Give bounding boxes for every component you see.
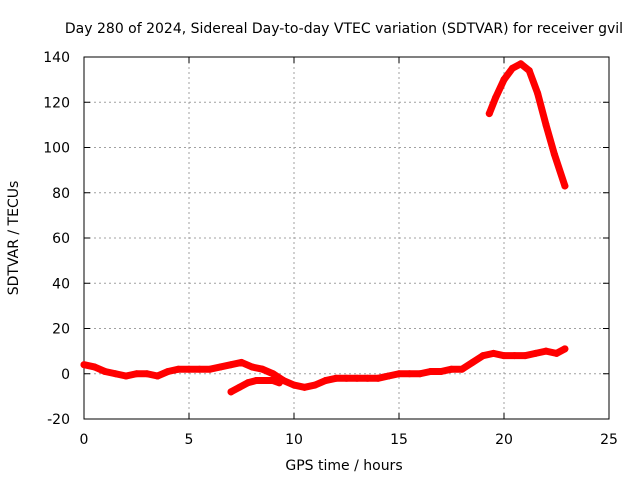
data-point	[227, 388, 235, 396]
data-point	[290, 381, 298, 389]
chart-title: Day 280 of 2024, Sidereal Day-to-day VTE…	[65, 21, 623, 37]
data-point	[500, 76, 508, 84]
series-peak-track	[485, 60, 569, 190]
data-point	[534, 89, 542, 97]
x-tick-label: 5	[185, 432, 194, 448]
data-point	[244, 379, 252, 387]
x-axis: 0 5 10 15 20 25	[80, 57, 618, 448]
y-tick-label: 140	[43, 50, 70, 66]
series-main-track	[80, 345, 569, 391]
data-point	[269, 377, 277, 385]
data-point	[561, 182, 569, 190]
x-tick-label: 25	[600, 432, 618, 448]
data-point	[80, 361, 88, 369]
data-point	[532, 349, 539, 357]
data-point	[133, 370, 140, 378]
y-axis-title: SDTVAR / TECUs	[6, 181, 22, 296]
data-point	[185, 365, 193, 373]
data-point	[122, 372, 130, 380]
data-point	[275, 379, 283, 387]
data-point	[542, 347, 550, 355]
y-tick-label: 20	[52, 322, 70, 338]
data-point	[332, 374, 340, 382]
data-point	[217, 363, 224, 371]
data-point	[206, 365, 214, 373]
data-point	[259, 365, 266, 373]
series-secondary-track	[227, 377, 283, 396]
data-point	[437, 367, 445, 375]
x-tick-label: 15	[390, 432, 408, 448]
data-point	[508, 64, 516, 72]
y-axis: -20 0 20 40 60 80 100 120 140	[43, 50, 609, 428]
data-point	[500, 352, 508, 360]
data-point	[374, 374, 382, 382]
data-point	[343, 374, 350, 382]
data-point	[395, 370, 403, 378]
data-point	[469, 358, 476, 366]
series-line	[485, 60, 569, 190]
data-point	[406, 370, 413, 378]
data-point	[542, 121, 550, 129]
data-point	[416, 370, 424, 378]
grid	[84, 57, 609, 419]
data-point	[164, 367, 172, 375]
y-tick-label: 80	[52, 186, 70, 202]
y-tick-label: -20	[47, 412, 70, 428]
data-point	[196, 365, 203, 373]
data-point	[385, 372, 392, 380]
data-point	[517, 60, 525, 68]
data-point	[227, 361, 235, 369]
data-point	[479, 352, 487, 360]
data-point	[492, 94, 500, 102]
data-point	[525, 67, 533, 75]
data-point	[269, 370, 277, 378]
data-point	[248, 363, 256, 371]
data-point	[235, 383, 243, 391]
data-point	[490, 349, 497, 357]
x-axis-title: GPS time / hours	[285, 458, 402, 474]
data-point	[91, 363, 98, 371]
data-point	[112, 370, 119, 378]
data-point	[175, 365, 182, 373]
data-point	[252, 377, 260, 385]
data-point	[311, 381, 319, 389]
x-tick-label: 20	[495, 432, 513, 448]
data-point	[458, 365, 466, 373]
y-tick-label: 120	[43, 95, 70, 111]
y-tick-label: 0	[61, 367, 70, 383]
data-series	[80, 60, 569, 396]
data-point	[364, 374, 371, 382]
x-tick-label: 10	[285, 432, 303, 448]
data-point	[427, 367, 434, 375]
data-point	[154, 372, 161, 380]
data-point	[553, 349, 560, 357]
data-point	[550, 150, 558, 158]
y-tick-label: 40	[52, 276, 70, 292]
x-tick-label: 0	[80, 432, 89, 448]
data-point	[511, 352, 518, 360]
data-point	[101, 367, 109, 375]
data-point	[561, 345, 569, 353]
data-point	[521, 352, 529, 360]
data-point	[448, 365, 455, 373]
data-point	[143, 370, 151, 378]
y-tick-label: 100	[43, 141, 70, 157]
data-point	[322, 377, 329, 385]
data-point	[353, 374, 361, 382]
y-tick-label: 60	[52, 231, 70, 247]
data-point	[301, 383, 308, 391]
data-point	[485, 110, 493, 118]
data-point	[261, 377, 269, 385]
data-point	[238, 358, 245, 366]
